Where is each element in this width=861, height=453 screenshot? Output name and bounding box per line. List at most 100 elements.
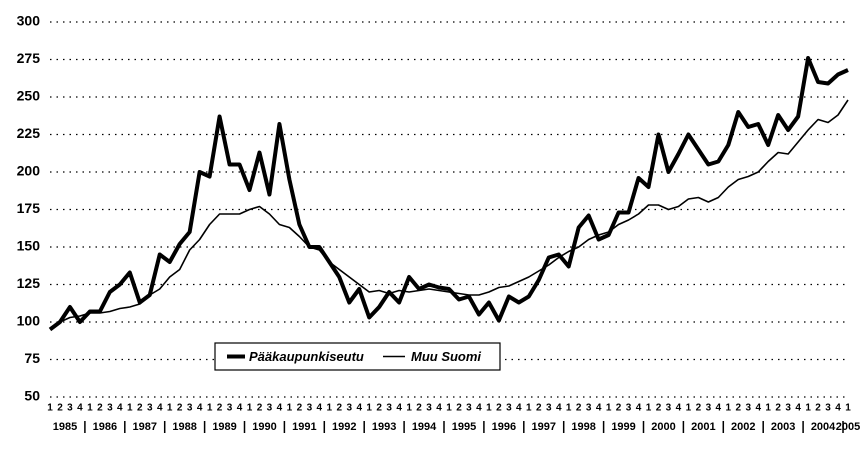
x-tick-label: 4: [356, 403, 362, 414]
year-label: 2001: [691, 421, 715, 433]
x-tick-label: 3: [147, 403, 153, 414]
x-tick-label: 4: [596, 403, 602, 414]
y-tick-label: 275: [17, 50, 41, 66]
x-tick-label: 2: [257, 403, 263, 414]
series-line: [48, 56, 849, 332]
legend-label: Pääkaupunkiseutu: [249, 349, 364, 364]
x-tick-label: 3: [706, 403, 712, 414]
y-tick-label: 200: [17, 163, 41, 179]
year-label: 2002: [731, 421, 755, 433]
y-tick-label: 300: [17, 13, 41, 29]
x-tick-label: 1: [646, 403, 652, 414]
x-tick-label: 4: [317, 403, 323, 414]
x-tick-label: 2: [775, 403, 781, 414]
x-tick-label: 3: [67, 403, 73, 414]
y-tick-label: 225: [17, 125, 41, 141]
y-tick-label: 175: [17, 200, 41, 216]
x-tick-label: 3: [426, 403, 432, 414]
x-tick-label: 1: [366, 403, 372, 414]
x-tick-label: 3: [546, 403, 552, 414]
x-tick-label: 1: [287, 403, 293, 414]
x-tick-label: 1: [47, 403, 53, 414]
y-tick-label: 125: [17, 275, 41, 291]
x-tick-label: 3: [506, 403, 512, 414]
y-tick-label: 100: [17, 313, 41, 329]
x-tick-label: 3: [346, 403, 352, 414]
x-tick-label: 1: [486, 403, 492, 414]
year-label: 1989: [212, 421, 236, 433]
x-tick-label: 4: [516, 403, 522, 414]
x-tick-label: 1: [127, 403, 133, 414]
x-tick-label: 4: [795, 403, 801, 414]
x-tick-label: 4: [436, 403, 442, 414]
x-tick-label: 1: [406, 403, 412, 414]
year-label: 1995: [452, 421, 476, 433]
x-tick-label: 3: [107, 403, 113, 414]
x-tick-label: 1: [566, 403, 572, 414]
x-tick-label: 2: [735, 403, 741, 414]
year-label: 1992: [332, 421, 356, 433]
year-label: 1991: [292, 421, 316, 433]
x-tick-label: 2: [815, 403, 821, 414]
y-tick-label: 50: [24, 388, 40, 404]
x-tick-label: 1: [207, 403, 213, 414]
x-tick-label: 1: [845, 403, 851, 414]
x-tick-label: 1: [526, 403, 532, 414]
x-tick-label: 1: [765, 403, 771, 414]
x-tick-label: 2: [376, 403, 382, 414]
x-tick-label: 2: [97, 403, 103, 414]
x-tick-label: 4: [476, 403, 482, 414]
x-tick-label: 3: [825, 403, 831, 414]
x-tick-label: 4: [716, 403, 722, 414]
x-tick-label: 2: [696, 403, 702, 414]
year-label: 1990: [252, 421, 276, 433]
year-label: 2003: [771, 421, 795, 433]
x-tick-label: 2: [496, 403, 502, 414]
x-tick-label: 1: [446, 403, 452, 414]
y-tick-label: 150: [17, 238, 41, 254]
year-label: 2000: [651, 421, 675, 433]
legend-box: [214, 342, 501, 371]
x-tick-label: 4: [676, 403, 682, 414]
x-tick-label: 2: [217, 403, 223, 414]
x-tick-label: 3: [307, 403, 313, 414]
x-tick-label: 1: [247, 403, 253, 414]
x-tick-label: 3: [386, 403, 392, 414]
x-tick-label: 2: [536, 403, 542, 414]
series-line: [49, 99, 849, 329]
x-tick-label: 1: [686, 403, 692, 414]
year-label: 1993: [372, 421, 396, 433]
x-tick-label: 3: [785, 403, 791, 414]
x-tick-label: 4: [197, 403, 203, 414]
x-tick-label: 1: [327, 403, 333, 414]
x-tick-label: 1: [805, 403, 811, 414]
x-tick-label: 2: [177, 403, 183, 414]
x-tick-label: 2: [137, 403, 143, 414]
x-tick-label: 2: [616, 403, 622, 414]
year-label: 1996: [492, 421, 516, 433]
x-tick-label: 4: [277, 403, 283, 414]
x-tick-label: 1: [726, 403, 732, 414]
x-tick-label: 4: [237, 403, 243, 414]
year-label: 1985: [53, 421, 77, 433]
x-tick-label: 4: [755, 403, 761, 414]
x-tick-label: 2: [297, 403, 303, 414]
x-tick-label: 1: [167, 403, 173, 414]
year-label: 1998: [571, 421, 595, 433]
x-tick-label: 4: [157, 403, 163, 414]
year-label: 1997: [532, 421, 556, 433]
x-tick-label: 4: [396, 403, 402, 414]
x-tick-label: 2: [656, 403, 662, 414]
x-tick-label: 4: [117, 403, 123, 414]
x-tick-label: 3: [666, 403, 672, 414]
year-label: 2005: [836, 421, 860, 433]
x-tick-label: 3: [187, 403, 193, 414]
y-tick-label: 250: [17, 88, 41, 104]
x-tick-label: 2: [456, 403, 462, 414]
x-tick-label: 3: [745, 403, 751, 414]
x-tick-label: 4: [835, 403, 841, 414]
x-tick-label: 3: [227, 403, 233, 414]
x-tick-label: 4: [636, 403, 642, 414]
year-label: 1999: [611, 421, 635, 433]
